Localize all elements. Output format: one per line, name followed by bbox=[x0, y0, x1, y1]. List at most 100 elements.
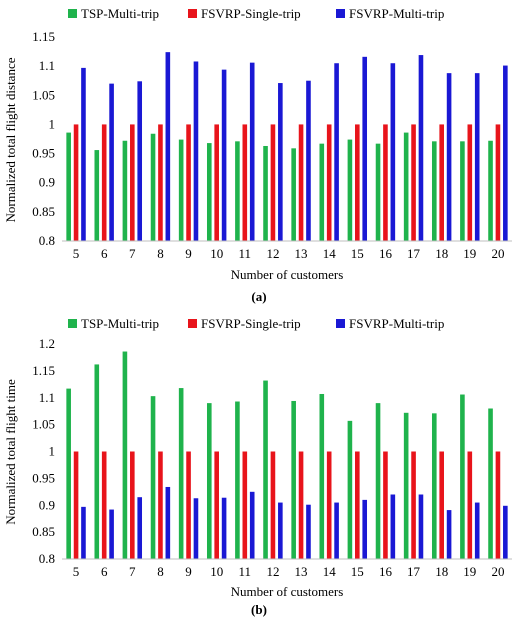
bar bbox=[165, 486, 171, 559]
bar bbox=[488, 408, 493, 559]
x-tick-label: 8 bbox=[157, 246, 164, 261]
bar bbox=[186, 451, 191, 559]
x-tick-label: 16 bbox=[379, 564, 393, 579]
bar bbox=[122, 140, 128, 241]
chart-panel-a: TSP-Multi-trip FSVRP-Single-trip FSVRP-M… bbox=[0, 0, 518, 310]
x-tick-label: 14 bbox=[323, 564, 337, 579]
bar bbox=[178, 139, 184, 241]
bar bbox=[375, 143, 381, 241]
bar bbox=[150, 133, 156, 241]
bar bbox=[94, 364, 100, 559]
bar bbox=[109, 83, 114, 241]
legend-label-series-2: FSVRP-Single-trip bbox=[201, 316, 301, 331]
bar bbox=[355, 124, 360, 241]
x-tick-label: 20 bbox=[491, 564, 504, 579]
x-tick-label: 13 bbox=[295, 564, 308, 579]
bar bbox=[383, 451, 388, 559]
bar bbox=[73, 451, 79, 559]
bar bbox=[214, 124, 219, 241]
bar bbox=[291, 400, 296, 559]
y-tick-label: 1.05 bbox=[32, 417, 55, 432]
legend-item-series-1: TSP-Multi-trip bbox=[68, 6, 159, 22]
x-tick-label: 6 bbox=[101, 246, 108, 261]
legend-label-series-1: TSP-Multi-trip bbox=[81, 6, 160, 21]
bar bbox=[270, 124, 276, 241]
legend: TSP-Multi-trip FSVRP-Single-trip FSVRP-M… bbox=[0, 6, 518, 26]
legend-label-series-3: FSVRP-Multi-trip bbox=[349, 6, 445, 21]
bar bbox=[242, 124, 248, 241]
bar bbox=[439, 451, 444, 559]
bar bbox=[150, 396, 156, 559]
x-axis-label: Number of customers bbox=[231, 267, 344, 282]
legend-label-series-3: FSVRP-Multi-trip bbox=[349, 316, 445, 331]
bar bbox=[158, 124, 163, 241]
bar bbox=[362, 499, 368, 560]
bar bbox=[403, 132, 409, 241]
legend-item-series-3: FSVRP-Multi-trip bbox=[336, 6, 444, 22]
x-tick-label: 20 bbox=[491, 246, 504, 261]
y-tick-label: 1.2 bbox=[39, 336, 55, 351]
bar bbox=[137, 497, 143, 559]
legend-swatch-series-3 bbox=[336, 319, 345, 328]
y-tick-label: 0.85 bbox=[32, 204, 55, 219]
bar bbox=[334, 502, 339, 559]
bar bbox=[81, 67, 86, 241]
y-tick-label: 0.9 bbox=[39, 175, 55, 190]
bar bbox=[355, 451, 360, 559]
bar bbox=[446, 510, 452, 559]
bar bbox=[403, 412, 409, 559]
bar bbox=[347, 420, 353, 559]
legend-swatch-series-3 bbox=[336, 9, 345, 18]
y-tick-label: 0.95 bbox=[32, 470, 55, 485]
y-axis-label: Normalized total flight distance bbox=[3, 57, 18, 222]
x-tick-label: 7 bbox=[129, 564, 136, 579]
x-tick-label: 9 bbox=[185, 246, 192, 261]
bar bbox=[221, 69, 227, 241]
bar bbox=[347, 139, 353, 241]
bar bbox=[411, 124, 416, 241]
bar bbox=[431, 413, 437, 559]
y-tick-label: 1.05 bbox=[32, 87, 55, 102]
legend-swatch-series-1 bbox=[68, 9, 77, 18]
bar bbox=[165, 52, 171, 242]
bar bbox=[306, 80, 311, 242]
y-tick-label: 1.15 bbox=[32, 29, 55, 44]
bar bbox=[460, 394, 465, 559]
panel-label: (a) bbox=[251, 289, 267, 304]
bar bbox=[158, 451, 163, 559]
bar bbox=[66, 388, 71, 559]
bar bbox=[249, 62, 255, 242]
bar bbox=[278, 83, 283, 241]
bar bbox=[390, 63, 396, 242]
bar-chart-svg: Normalized total flight time Number of c… bbox=[3, 336, 512, 599]
bar bbox=[467, 451, 473, 559]
y-tick-label: 0.85 bbox=[32, 524, 55, 539]
legend-item-series-2: FSVRP-Single-trip bbox=[188, 316, 301, 332]
bar bbox=[137, 81, 143, 241]
bar bbox=[334, 63, 339, 242]
bar bbox=[362, 56, 368, 241]
y-tick-label: 0.9 bbox=[39, 497, 55, 512]
y-tick-label: 0.8 bbox=[39, 551, 55, 566]
x-tick-label: 16 bbox=[379, 246, 393, 261]
bar bbox=[474, 502, 480, 559]
bar bbox=[278, 502, 283, 559]
bar-chart-svg: Normalized total flight distance Number … bbox=[3, 29, 512, 282]
bar bbox=[249, 491, 255, 559]
bar bbox=[186, 124, 191, 241]
bar bbox=[109, 509, 114, 559]
y-tick-label: 1.1 bbox=[39, 390, 55, 405]
y-tick-label: 0.95 bbox=[32, 146, 55, 161]
y-tick-label: 0.8 bbox=[39, 233, 55, 248]
x-tick-label: 15 bbox=[351, 564, 364, 579]
x-tick-label: 17 bbox=[407, 564, 421, 579]
bar bbox=[235, 401, 240, 559]
bar bbox=[503, 505, 508, 559]
legend-label-series-1: TSP-Multi-trip bbox=[81, 316, 160, 331]
bar bbox=[81, 506, 86, 559]
x-tick-label: 18 bbox=[435, 564, 448, 579]
legend-label-series-2: FSVRP-Single-trip bbox=[201, 6, 301, 21]
bar bbox=[193, 61, 199, 242]
x-tick-label: 12 bbox=[266, 564, 279, 579]
chart-panel-b: TSP-Multi-trip FSVRP-Single-trip FSVRP-M… bbox=[0, 310, 518, 624]
